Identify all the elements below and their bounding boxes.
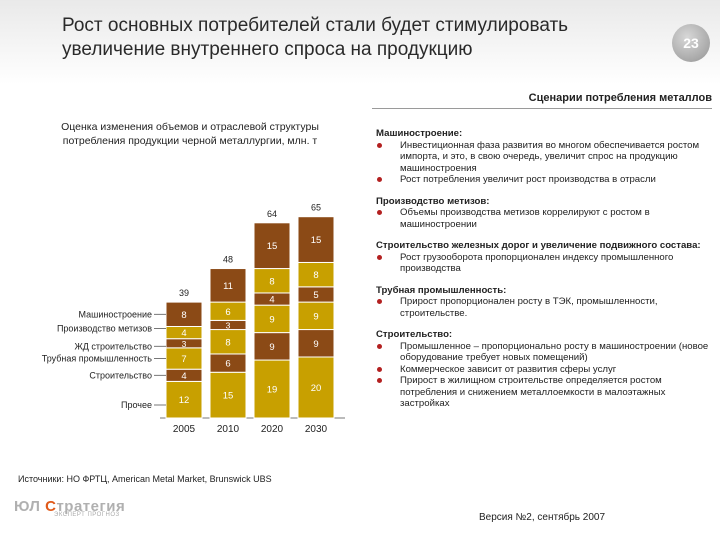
- company-logo: ЮЛ Стратегия ЭКСПЕРТ ПРОГНОЗ: [14, 498, 174, 528]
- bar-value-label: 7: [181, 354, 186, 365]
- scenarios-divider: [372, 108, 712, 109]
- logo-wordmark: ЮЛ Стратегия: [14, 498, 174, 515]
- legend-label: ЖД строительство: [74, 341, 152, 351]
- page-number-badge: 23: [672, 24, 710, 62]
- bar-value-label: 15: [311, 235, 322, 246]
- bar-total-label: 48: [223, 255, 233, 265]
- x-tick-label: 2010: [217, 424, 240, 435]
- page-title-line2: увеличение внутреннего спроса на продукц…: [62, 39, 473, 60]
- scenario-bullet: Промышленное – пропорционально росту в м…: [376, 341, 712, 364]
- bar-value-label: 9: [269, 342, 274, 353]
- chart-caption-line1: Оценка изменения объемов и отраслевой ст…: [61, 121, 319, 133]
- scenario-section: Трубная промышленность: Прирост пропорци…: [376, 285, 712, 320]
- chart-caption: Оценка изменения объемов и отраслевой ст…: [20, 120, 360, 148]
- bar-value-label: 5: [313, 290, 318, 301]
- legend-label: Прочее: [121, 400, 152, 410]
- x-tick-label: 2020: [261, 424, 284, 435]
- chart-caption-line2: потребления продукции черной металлургии…: [62, 135, 318, 147]
- scenarios-list: Машиностроение: Инвестиционная фаза разв…: [376, 128, 712, 420]
- bar-value-label: 9: [313, 339, 318, 350]
- legend-label: Строительство: [89, 370, 152, 380]
- bar-segment: [253, 268, 291, 294]
- bar-value-label: 11: [223, 281, 233, 292]
- title-band: [0, 0, 720, 84]
- bar-value-label: 15: [267, 241, 278, 252]
- scenario-bullet: Инвестиционная фаза развития во многом о…: [376, 140, 712, 175]
- bar-total-label: 64: [267, 209, 277, 219]
- logo-accent: С: [45, 498, 57, 515]
- bar-value-label: 19: [267, 385, 278, 396]
- bar-total-label: 65: [311, 203, 321, 213]
- scenario-section: Строительство: Промышленное – пропорцион…: [376, 329, 712, 410]
- bar-value-label: 8: [181, 310, 186, 321]
- bar-value-label: 8: [313, 270, 318, 281]
- scenario-section: Строительство железных дорог и увеличени…: [376, 240, 712, 275]
- legend-label: Трубная промышленность: [42, 354, 153, 364]
- logo-rest: тратегия: [56, 498, 126, 515]
- x-tick-label: 2005: [173, 424, 196, 435]
- logo-subtitle: ЭКСПЕРТ ПРОГНОЗ: [54, 512, 120, 518]
- bar-segment: [253, 304, 291, 334]
- scenario-bullet: Объемы производства метизов коррелируют …: [376, 207, 712, 230]
- bar-segment: [165, 301, 203, 327]
- bar-value-label: 9: [269, 314, 274, 325]
- bar-value-label: 6: [225, 307, 230, 318]
- legend-label: Производство метизов: [57, 324, 152, 334]
- scenarios-header: Сценарии потребления металлов: [528, 92, 712, 104]
- version-note: Версия №2, сентябрь 2007: [478, 512, 606, 523]
- x-tick-label: 2030: [305, 424, 328, 435]
- bar-value-label: 4: [269, 295, 274, 306]
- bar-segment: [253, 222, 291, 270]
- page-title-line1: Рост основных потребителей стали будет с…: [62, 15, 569, 36]
- scenario-title: Производство метизов:: [376, 195, 490, 207]
- scenario-section: Машиностроение: Инвестиционная фаза разв…: [376, 128, 712, 186]
- bar-value-label: 4: [181, 328, 186, 339]
- bar-value-label: 4: [181, 371, 186, 382]
- bar-segment: [209, 329, 247, 355]
- scenario-bullet: Прирост пропорционален росту в ТЭК, пром…: [376, 296, 712, 319]
- scenario-title: Строительство:: [376, 329, 453, 340]
- page-title: Рост основных потребителей стали будет с…: [62, 14, 652, 62]
- scenario-bullet: Рост грузооборота пропорционален индексу…: [376, 252, 712, 275]
- bar-value-label: 3: [182, 339, 187, 349]
- bar-segment: [209, 371, 247, 419]
- bar-segment: [165, 380, 203, 419]
- bar-segment: [297, 261, 335, 288]
- bar-segment: [297, 301, 335, 331]
- bar-value-label: 15: [223, 391, 234, 402]
- bar-value-label: 3: [226, 320, 231, 330]
- logo-prefix: ЮЛ: [14, 498, 41, 515]
- source-note: Источники: НО ФРТЦ, American Metal Marke…: [18, 474, 272, 484]
- bar-value-label: 20: [311, 383, 322, 394]
- bar-segment: [209, 268, 247, 303]
- scenario-title: Строительство железных дорог и увеличени…: [376, 240, 701, 251]
- scenario-title: Трубная промышленность:: [376, 284, 507, 296]
- bar-total-label: 39: [179, 288, 189, 298]
- bar-value-label: 8: [269, 276, 274, 287]
- bar-segment: [253, 359, 291, 419]
- legend-label: Машиностроение: [79, 309, 152, 319]
- scenario-bullet: Коммерческое зависит от развития сферы у…: [376, 364, 712, 376]
- scenario-title: Машиностроение:: [376, 128, 463, 139]
- bar-segment: [297, 216, 335, 263]
- bar-value-label: 6: [225, 359, 230, 370]
- bar-value-label: 9: [313, 311, 318, 322]
- bar-value-label: 12: [179, 395, 190, 406]
- scenario-bullet: Рост потребления увеличит рост производс…: [376, 174, 712, 186]
- stacked-bar-chart: 1247348392005156836114820101999481564202…: [42, 203, 345, 435]
- bar-value-label: 8: [225, 337, 230, 348]
- scenario-bullet: Прирост в жилищном строительстве определ…: [376, 375, 712, 410]
- scenario-section: Производство метизов: Объемы производств…: [376, 196, 712, 231]
